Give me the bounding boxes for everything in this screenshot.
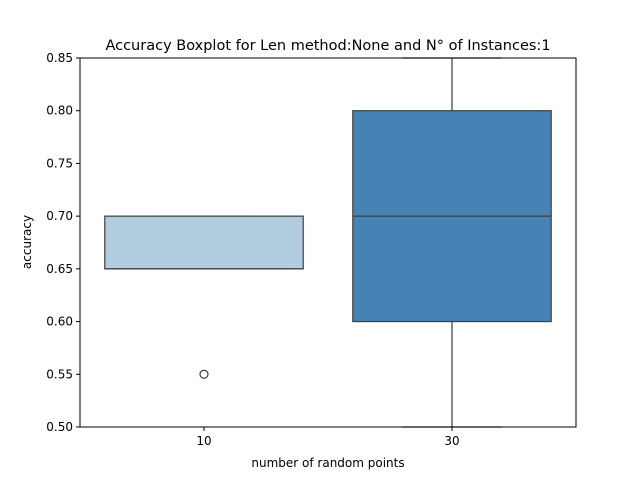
y-axis-label: accuracy: [20, 215, 34, 269]
y-tick-label: 0.70: [46, 209, 73, 223]
box-group-10: [104, 215, 304, 379]
plot-area: 0.50 0.55 0.60 0.65 0.70 0.75 0.80 0.85 10 30: [46, 51, 577, 448]
box-iqr: [104, 215, 304, 270]
y-tick-label: 0.50: [46, 420, 73, 434]
x-axis-label: number of random points: [251, 456, 404, 470]
axes-frame: [79, 57, 577, 428]
y-tick-label: 0.75: [46, 156, 73, 170]
y-tick-label: 0.65: [46, 262, 73, 276]
box-group-30: [352, 57, 552, 428]
y-tick-label: 0.80: [46, 104, 73, 118]
y-tick-label: 0.60: [46, 315, 73, 329]
x-tick-label: 10: [196, 434, 211, 448]
y-tick-label: 0.55: [46, 367, 73, 381]
chart-title: Accuracy Boxplot for Len method:None and…: [105, 38, 550, 54]
outlier-point: [199, 369, 209, 379]
y-tick-label: 0.85: [46, 51, 73, 65]
x-tick-label: 30: [444, 434, 459, 448]
